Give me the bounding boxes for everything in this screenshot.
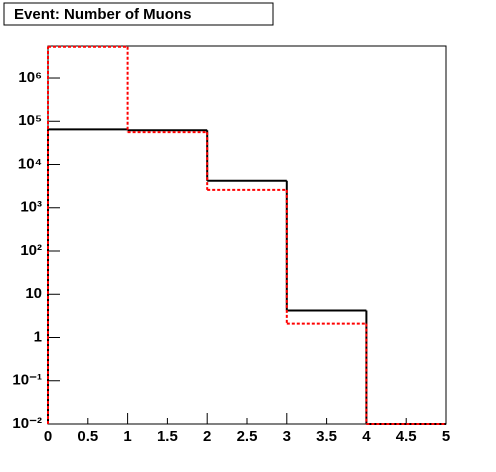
x-tick-label: 4 bbox=[362, 428, 371, 445]
plot-frame bbox=[47, 45, 447, 425]
y-tick-label: 10⁻² bbox=[12, 415, 42, 432]
y-tick-label: 10⁶ bbox=[18, 69, 42, 86]
y-tick-label: 10³ bbox=[20, 199, 42, 216]
x-tick-label: 3 bbox=[283, 428, 291, 445]
x-tick-label: 5 bbox=[442, 428, 450, 445]
chart-title: Event: Number of Muons bbox=[14, 6, 192, 23]
y-tick-label: 10⁵ bbox=[18, 112, 42, 129]
y-tick-label: 1 bbox=[34, 328, 42, 345]
x-tick-label: 1 bbox=[123, 428, 131, 445]
x-tick-label: 0 bbox=[44, 428, 52, 445]
x-tick-label: 2 bbox=[203, 428, 211, 445]
x-tick-label: 2.5 bbox=[237, 428, 258, 445]
x-tick-label: 0.5 bbox=[77, 428, 98, 445]
x-tick-label: 1.5 bbox=[157, 428, 178, 445]
x-tick-label: 4.5 bbox=[396, 428, 417, 445]
y-tick-label: 10⁻¹ bbox=[12, 372, 42, 389]
y-tick-label: 10⁴ bbox=[18, 155, 42, 172]
x-tick-label: 3.5 bbox=[316, 428, 337, 445]
y-tick-label: 10² bbox=[20, 242, 42, 259]
title-box bbox=[3, 2, 274, 26]
y-tick-label: 10 bbox=[25, 285, 42, 302]
